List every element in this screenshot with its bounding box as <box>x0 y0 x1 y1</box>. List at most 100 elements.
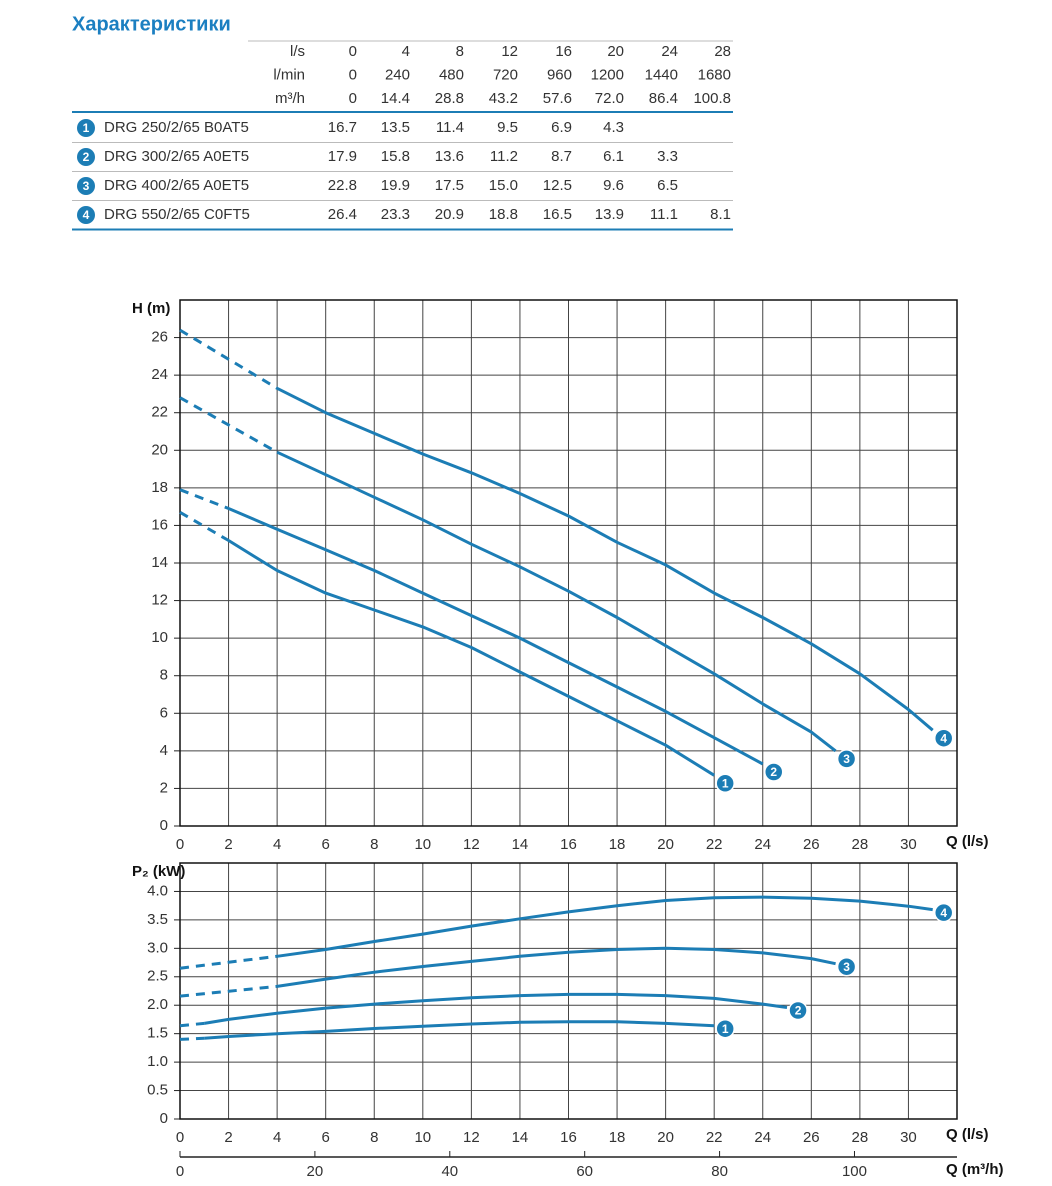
series-marker-label: 4 <box>940 906 947 920</box>
y-tick-label: 4.0 <box>147 882 168 899</box>
series-marker-label: 1 <box>722 1022 729 1036</box>
table-cell: 19.9 <box>381 177 410 194</box>
table-cell: 11.4 <box>436 119 464 136</box>
y-axis-label: P₂ (kW) <box>132 863 185 880</box>
table-cell: 22.8 <box>328 177 357 194</box>
x-tick-label: 2 <box>224 1129 232 1146</box>
series-marker <box>933 728 954 748</box>
y-tick-label: 6 <box>160 704 168 721</box>
table-cell: 26.4 <box>328 206 357 223</box>
unit-label: l/s <box>290 43 305 60</box>
table-cell: 8.1 <box>710 206 731 223</box>
x-tick-label: 14 <box>512 836 529 853</box>
table-cell: 16.7 <box>328 119 357 136</box>
x2-tick-label: 20 <box>307 1163 324 1180</box>
table-cell: 12.5 <box>543 177 572 194</box>
header-cell: 12 <box>501 43 518 60</box>
y-tick-label: 2 <box>160 779 168 796</box>
y-tick-label: 1.0 <box>147 1053 168 1070</box>
x-tick-label: 8 <box>370 836 378 853</box>
curve <box>276 946 836 988</box>
x-tick-label: 18 <box>609 1129 626 1146</box>
x-tick-label: 10 <box>414 1129 431 1146</box>
model-name: DRG 250/2/65 B0AT5 <box>104 119 249 136</box>
y-tick-label: 8 <box>160 667 168 684</box>
y-tick-label: 2.0 <box>147 996 168 1013</box>
x2-tick-label: 80 <box>711 1163 728 1180</box>
x-tick-label: 2 <box>224 836 232 853</box>
header-cell: 4 <box>402 43 410 60</box>
table-cell: 13.5 <box>381 119 410 136</box>
x2-tick-label: 40 <box>441 1163 458 1180</box>
curve <box>204 992 788 1025</box>
x-tick-label: 6 <box>322 836 330 853</box>
header-cell: 43.2 <box>489 90 518 107</box>
series-marker-label: 1 <box>722 776 729 790</box>
curve <box>276 386 934 732</box>
model-name: DRG 550/2/65 C0FT5 <box>104 206 250 223</box>
series-marker-label: 3 <box>843 752 850 766</box>
curve-extrapolated <box>179 1021 205 1028</box>
series-marker-label: 2 <box>770 765 777 779</box>
header-cell: 24 <box>661 43 678 60</box>
table-cell: 11.2 <box>490 148 518 165</box>
x2-tick-label: 60 <box>576 1163 593 1180</box>
table-cell: 8.7 <box>551 148 572 165</box>
y-tick-label: 3.0 <box>147 939 168 956</box>
y-tick-label: 3.5 <box>147 911 168 928</box>
x-tick-label: 16 <box>560 836 577 853</box>
header-cell: 0 <box>349 66 357 83</box>
x-tick-label: 20 <box>657 836 674 853</box>
curve <box>276 895 933 958</box>
y-tick-label: 2.5 <box>147 968 168 985</box>
y-tick-label: 0.5 <box>147 1082 168 1099</box>
curve-extrapolated <box>179 984 278 998</box>
series-marker-label: 4 <box>940 731 947 745</box>
x-tick-label: 12 <box>463 1129 480 1146</box>
table-cell: 9.6 <box>603 177 624 194</box>
table-cell: 9.5 <box>497 119 518 136</box>
x-tick-label: 22 <box>706 1129 723 1146</box>
header-cell: 1200 <box>591 66 624 83</box>
curve-extrapolated <box>179 1036 205 1041</box>
row-marker <box>77 119 95 137</box>
plot-frame <box>179 862 958 1120</box>
x-tick-label: 30 <box>900 1129 917 1146</box>
curve-extrapolated <box>179 328 278 390</box>
row-marker <box>77 206 95 224</box>
curve <box>228 507 764 766</box>
curve-extrapolated <box>179 511 230 542</box>
y-tick-label: 20 <box>151 441 168 458</box>
y-axis-label: H (m) <box>132 300 170 317</box>
series-marker <box>836 956 857 977</box>
y-tick-label: 10 <box>151 629 168 646</box>
y-tick-label: 18 <box>151 479 168 496</box>
header-cell: 0 <box>349 43 357 60</box>
model-name: DRG 300/2/65 A0ET5 <box>104 148 249 165</box>
series-marker <box>836 749 857 769</box>
y-tick-label: 12 <box>151 592 168 609</box>
header-cell: 8 <box>456 43 464 60</box>
x-axis-label: Q (l/s) <box>946 1126 989 1143</box>
y-tick-label: 22 <box>151 404 168 421</box>
header-cell: 720 <box>493 66 518 83</box>
curve-extrapolated <box>179 488 230 510</box>
y-tick-label: 24 <box>151 366 168 383</box>
table-cell: 18.8 <box>489 206 518 223</box>
x2-axis-label: Q (m³/h) <box>946 1161 1004 1178</box>
x-tick-label: 28 <box>852 1129 869 1146</box>
curve <box>204 1020 715 1040</box>
header-cell: 57.6 <box>543 90 572 107</box>
plot-frame <box>179 299 958 827</box>
series-marker <box>715 1018 735 1039</box>
x-tick-label: 16 <box>560 1129 577 1146</box>
series-marker <box>715 773 735 794</box>
row-marker-label: 1 <box>83 121 90 135</box>
table-cell: 17.5 <box>435 177 464 194</box>
table-cell: 6.9 <box>551 119 572 136</box>
table-cell: 4.3 <box>603 119 624 136</box>
x-tick-label: 24 <box>754 836 771 853</box>
x-tick-label: 22 <box>706 836 723 853</box>
table-cell: 17.9 <box>328 148 357 165</box>
x-tick-label: 20 <box>657 1129 674 1146</box>
